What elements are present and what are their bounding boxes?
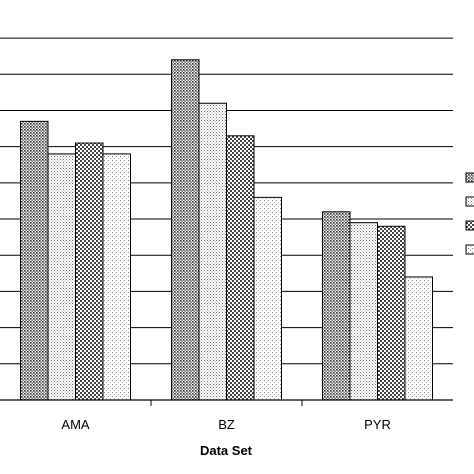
x-tick-label-pyr: PYR	[364, 417, 391, 432]
bar-ama-3	[75, 142, 104, 401]
bar-ama-2	[47, 153, 76, 401]
bar-ama-1	[20, 120, 49, 401]
bar-bz-3	[226, 135, 255, 401]
bar-pyr-1	[322, 211, 351, 401]
bar-pyr-2	[349, 222, 378, 401]
bar-bz-1	[171, 59, 200, 401]
bar-bz-4	[253, 196, 282, 401]
x-tick-labels: AMA BZ PYR	[61, 417, 390, 432]
x-tick-label-bz: BZ	[218, 417, 235, 432]
x-axis-title: Data Set	[200, 443, 253, 458]
bar-ama-4	[102, 153, 131, 401]
legend-swatch-2	[465, 196, 474, 207]
bar-pyr-3	[377, 225, 406, 401]
bar-pyr-4	[404, 276, 433, 401]
legend-swatch-1	[465, 172, 474, 183]
bar-bz-2	[198, 102, 227, 401]
x-tick-label-ama: AMA	[61, 417, 90, 432]
legend-swatch-3	[465, 220, 474, 231]
legend	[465, 172, 474, 255]
axes	[0, 399, 453, 406]
legend-swatch-4	[465, 244, 474, 255]
